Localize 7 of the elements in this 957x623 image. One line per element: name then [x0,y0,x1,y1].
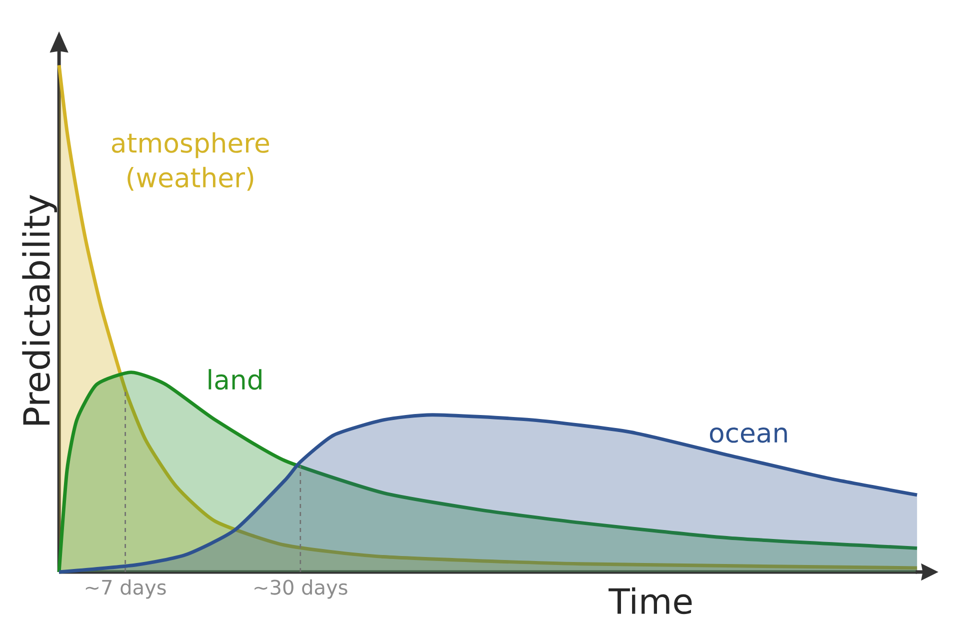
y-axis-title: Predictability [22,194,58,425]
x-tick-label: ~7 days [86,579,166,599]
x-tick-label: ~30 days [254,579,348,599]
series-label: ocean [710,428,787,443]
series-label: atmosphere (weather) [112,132,270,191]
x-axis-title: Time [608,587,692,614]
series-label: land [208,369,262,390]
